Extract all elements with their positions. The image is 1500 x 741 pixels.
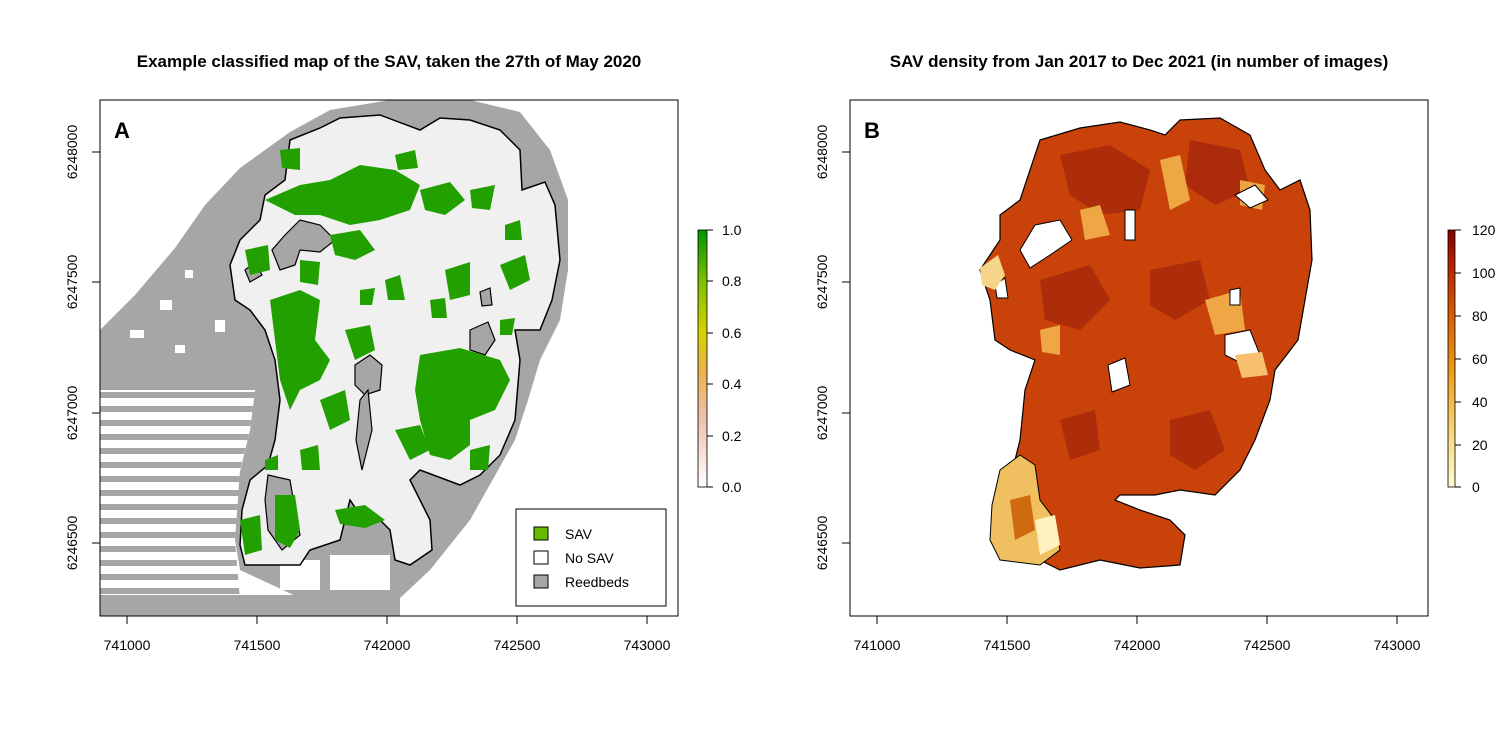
panel-a-colorbar [697,229,708,488]
legend-label-reedbeds: Reedbeds [565,574,629,590]
panel-b-colorbar [1447,229,1456,488]
panel-b-ytick-1: 6247000 [814,386,830,441]
panel-a-y-axis [92,151,100,544]
panel-b-letter: B [864,118,880,143]
panel-b-cbtick-3: 60 [1472,351,1488,367]
panel-b-colorbar-ticks [1455,229,1461,488]
legend-swatch-no-sav [533,550,549,565]
panel-a-cbtick-3: 0.6 [722,325,742,341]
panel-b-ytick-3: 6248000 [814,125,830,180]
panel-a-xtick-0: 741000 [104,637,151,653]
panel-a-xtick-3: 742500 [494,637,541,653]
panel-a-xtick-1: 741500 [234,637,281,653]
urban-blocks-area [100,390,255,600]
sav-patches [240,148,530,555]
panel-a-ytick-1: 6247000 [64,386,80,441]
legend-label-sav: SAV [565,526,593,542]
panel-a-title: Example classified map of the SAV, taken… [137,52,642,71]
panel-b-xtick-2: 742000 [1114,637,1161,653]
panel-b-xtick-1: 741500 [984,637,1031,653]
panel-a-cbtick-2: 0.4 [722,376,742,392]
panel-a-map [100,100,568,616]
panel-a-xtick-2: 742000 [364,637,411,653]
panel-b-plot-frame [849,99,1429,617]
lower-grey-strip [100,595,400,616]
panel-b-xtick-4: 743000 [1374,637,1421,653]
panel-b-xtick-3: 742500 [1244,637,1291,653]
panel-b-x-axis [876,616,1398,624]
panel-a-ytick-3: 6248000 [64,125,80,180]
panel-a: Example classified map of the SAV, taken… [64,52,742,653]
reed-islands [244,219,496,551]
panel-a-xtick-4: 743000 [624,637,671,653]
panel-b: SAV density from Jan 2017 to Dec 2021 (i… [814,52,1496,653]
panel-a-colorbar-ticks [707,229,713,488]
density-e-fringe [1235,352,1268,378]
legend-swatch-reedbeds [533,574,549,589]
panel-a-ytick-2: 6247500 [64,255,80,310]
panel-b-cbtick-1: 20 [1472,437,1488,453]
panel-b-ytick-0: 6246500 [814,516,830,571]
panel-a-x-axis [126,616,648,624]
panel-b-map [979,117,1313,571]
panel-a-ytick-0: 6246500 [64,516,80,571]
panel-b-title: SAV density from Jan 2017 to Dec 2021 (i… [890,52,1389,71]
legend-label-no-sav: No SAV [565,550,614,566]
legend-swatch-sav [533,526,549,541]
panel-a-cbtick-0: 0.0 [722,479,742,495]
density-nw-fringe [980,255,1005,290]
panel-b-cbtick-2: 40 [1472,394,1488,410]
panel-a-cbtick-1: 0.2 [722,428,742,444]
panel-a-legend: SAV No SAV Reedbeds [515,508,667,607]
density-sw-lobe-light [1035,515,1060,555]
panel-b-y-axis [842,151,850,544]
panel-b-cbtick-5: 100 [1472,265,1496,281]
panel-a-cbtick-5: 1.0 [722,222,742,238]
panel-b-ytick-2: 6247500 [814,255,830,310]
panel-b-xtick-0: 741000 [854,637,901,653]
panel-a-letter: A [114,118,130,143]
panel-a-plot-frame [99,99,679,617]
panel-b-cbtick-0: 0 [1472,479,1480,495]
panel-a-cbtick-4: 0.8 [722,273,742,289]
panel-b-cbtick-4: 80 [1472,308,1488,324]
density-high-patches [1040,140,1250,470]
density-sw-lobe-dark [1010,495,1035,540]
panel-b-cbtick-6: 120 [1472,222,1496,238]
